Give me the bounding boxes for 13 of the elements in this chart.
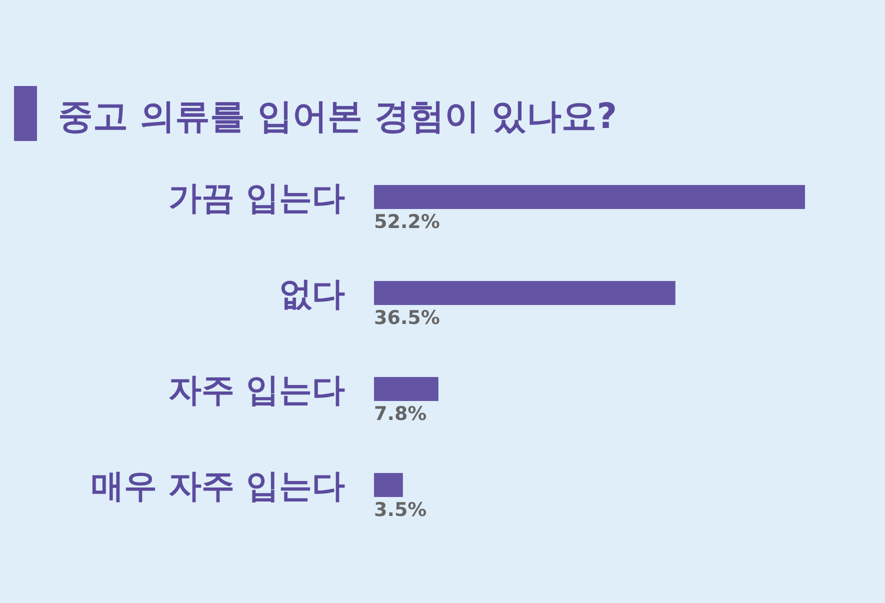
data-label: 7.8% [374,403,427,425]
y-tick-label: 자주 입는다 [168,370,345,409]
bar [374,281,676,305]
y-tick-label: 가끔 입는다 [168,178,345,217]
y-tick-label: 없다 [279,274,345,313]
bar [374,185,805,209]
data-label: 3.5% [374,499,427,521]
data-label: 52.2% [374,211,440,233]
chart-title: 중고 의류를 입어본 경험이 있나요? [58,97,618,137]
bar [374,377,438,401]
data-label: 36.5% [374,307,440,329]
bar [374,473,403,497]
y-tick-label: 매우 자주 입는다 [91,466,345,505]
